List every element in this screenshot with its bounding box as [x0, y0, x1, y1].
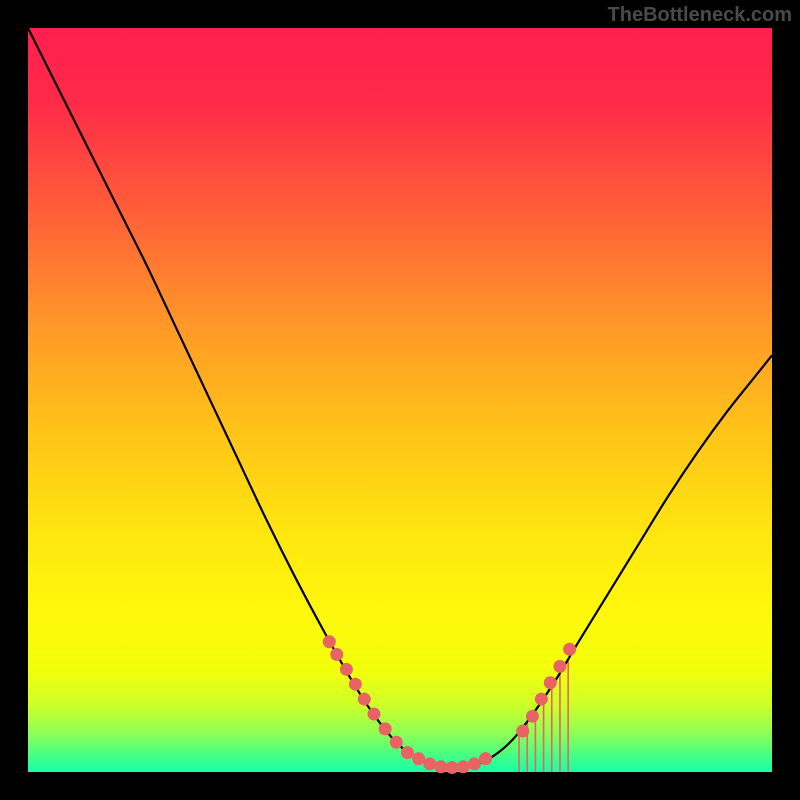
marker-dot	[323, 635, 336, 648]
marker-dot	[367, 707, 380, 720]
marker-dot	[330, 648, 343, 661]
marker-dot	[516, 725, 529, 738]
marker-dot	[479, 752, 492, 765]
watermark-text: TheBottleneck.com	[608, 4, 792, 27]
marker-dot	[349, 678, 362, 691]
plot-background	[28, 28, 772, 772]
marker-dot	[358, 693, 371, 706]
chart-container: TheBottleneck.com	[0, 0, 800, 800]
marker-dot	[423, 757, 436, 770]
marker-dot	[544, 676, 557, 689]
marker-dot	[563, 643, 576, 656]
marker-dot	[401, 746, 414, 759]
marker-dot	[468, 757, 481, 770]
marker-dot	[526, 710, 539, 723]
marker-dot	[340, 663, 353, 676]
marker-dot	[379, 722, 392, 735]
marker-dot	[535, 693, 548, 706]
marker-dot	[412, 752, 425, 765]
marker-dot	[446, 761, 459, 774]
marker-dot	[457, 760, 470, 773]
bottleneck-chart	[0, 0, 800, 800]
marker-dot	[434, 760, 447, 773]
marker-dot	[390, 736, 403, 749]
marker-dot	[553, 660, 566, 673]
